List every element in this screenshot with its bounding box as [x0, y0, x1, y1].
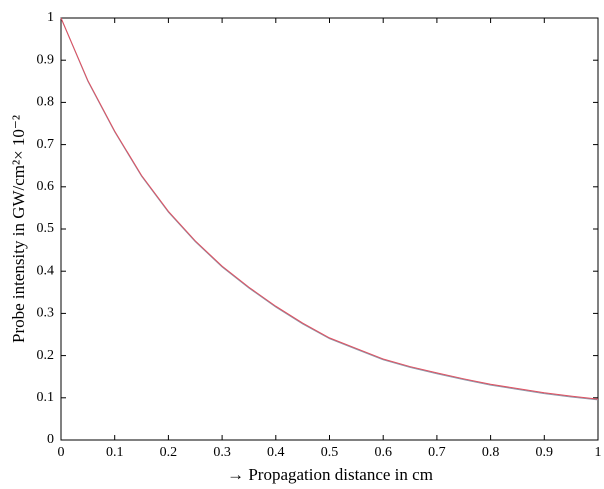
x-axis-label: → Propagation distance in cm [227, 465, 433, 484]
y-tick-label: 0.9 [37, 52, 55, 67]
x-tick-label: 0.4 [267, 445, 285, 460]
y-tick-label: 0.6 [37, 179, 55, 194]
data-line [60, 17, 599, 401]
y-tick-label: 0.2 [37, 348, 55, 363]
y-tick-label: 0.8 [37, 95, 55, 110]
x-tick-label: 0.1 [106, 445, 124, 460]
x-tick-label: 1 [595, 445, 602, 460]
x-tick-label: 0.5 [321, 445, 339, 460]
x-tick-label: 0.3 [213, 445, 231, 460]
y-tick-label: 0.3 [37, 306, 55, 321]
y-tick-label: 0.5 [37, 221, 55, 236]
x-tick-label: 0.9 [536, 445, 554, 460]
y-tick-label: 0 [47, 432, 54, 447]
y-tick-label: 0.4 [37, 263, 55, 278]
x-tick-label: 0.7 [428, 445, 446, 460]
x-tick-label: 0.2 [160, 445, 178, 460]
y-tick-label: 1 [47, 10, 54, 25]
x-tick-label: 0 [58, 445, 65, 460]
x-tick-label: 0.8 [482, 445, 500, 460]
y-axis-label: Probe intensity in GW/cm²× 10⁻² [9, 115, 28, 343]
data-line [60, 17, 599, 400]
y-tick-label: 0.1 [37, 390, 55, 405]
plot-frame [60, 17, 599, 441]
y-tick-label: 0.7 [37, 137, 55, 152]
x-tick-label: 0.6 [374, 445, 392, 460]
